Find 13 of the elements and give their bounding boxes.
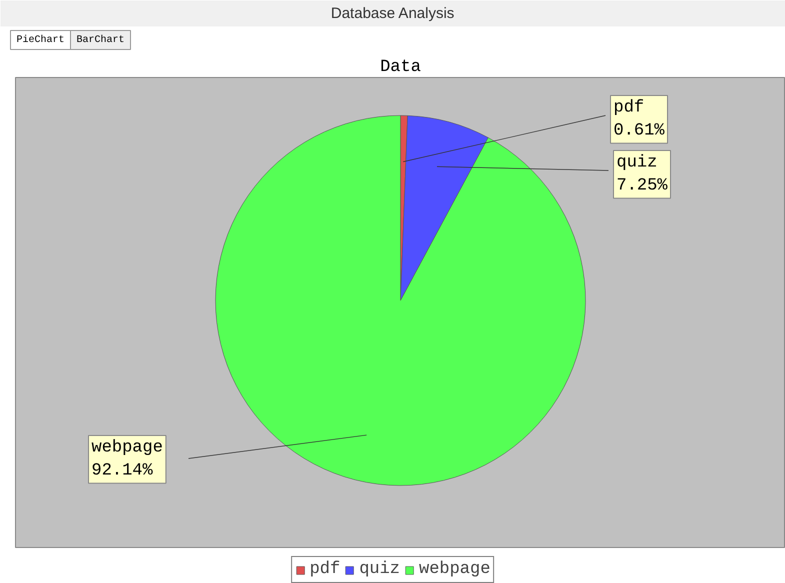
text: PieChart [16, 34, 65, 46]
data-label: 0.61% [614, 121, 666, 140]
legend-label: quiz [359, 560, 400, 579]
data-label: 92.14% [92, 461, 154, 480]
legend-label: webpage [419, 560, 490, 579]
text: BarChart [76, 34, 125, 46]
slice-label: quiz [616, 154, 658, 172]
slice-label: webpage [92, 438, 163, 458]
data-label: 7.25% [616, 176, 668, 196]
text: Database Analysis [330, 5, 454, 22]
slice-label: pdf [614, 98, 644, 118]
chart-title: Data [380, 58, 421, 77]
legend-label: pdf [310, 560, 340, 579]
